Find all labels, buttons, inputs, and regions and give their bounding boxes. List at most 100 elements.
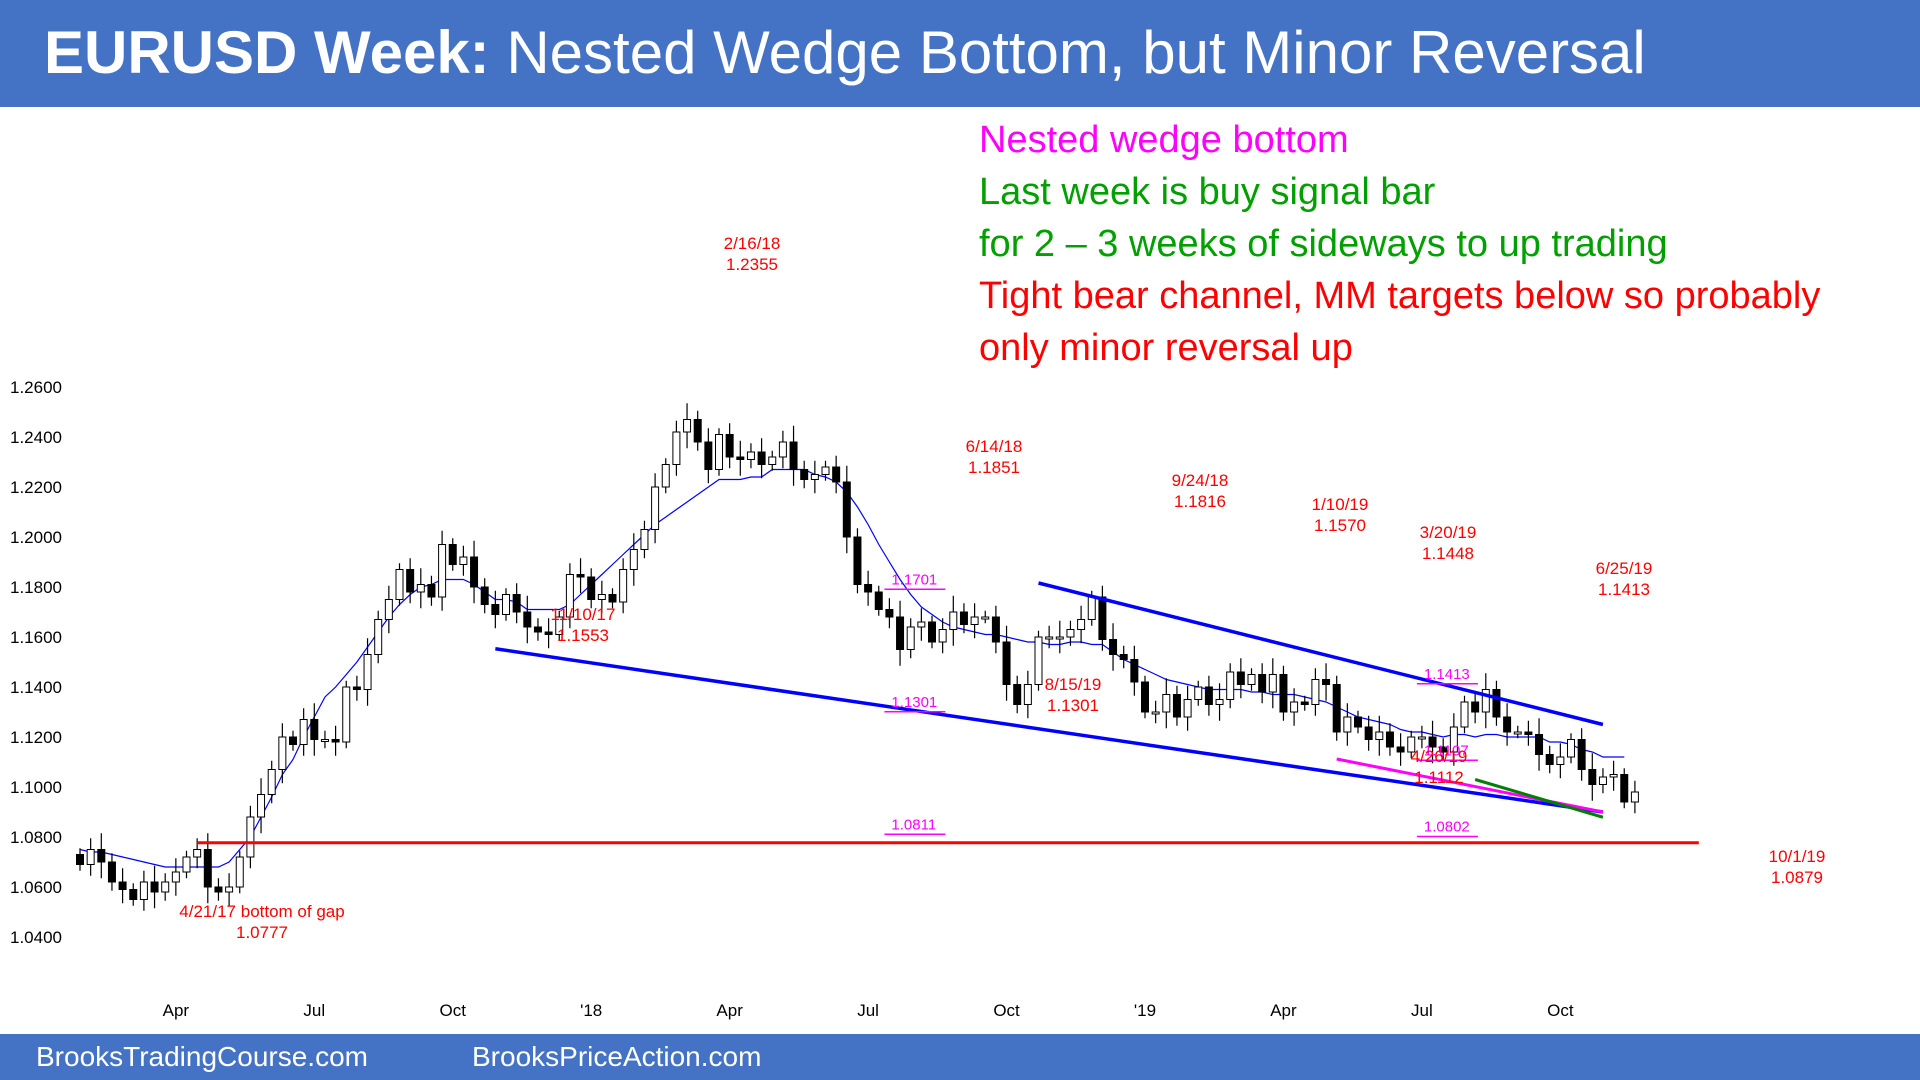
candle-body	[1417, 736, 1426, 740]
candle-body	[86, 849, 95, 865]
candle-body	[1098, 596, 1107, 640]
candle-body	[864, 584, 873, 593]
candle-body	[1311, 679, 1320, 705]
candle-body	[182, 856, 191, 873]
candle-body	[76, 854, 84, 865]
candle-body	[1268, 674, 1277, 693]
candle-body	[310, 719, 319, 740]
candle-body	[427, 584, 436, 598]
candle-body	[555, 616, 564, 635]
candle-body	[1162, 694, 1171, 713]
candle-body	[736, 456, 745, 460]
candle-body	[1492, 689, 1501, 718]
candle-body	[1343, 716, 1352, 733]
candle-body	[597, 594, 606, 600]
candle-body	[480, 586, 489, 605]
candle-body	[800, 469, 809, 480]
annotation-line: 1.1570	[1314, 516, 1366, 535]
annotation-line: 1.0879	[1771, 868, 1823, 887]
candle-body	[1449, 726, 1458, 753]
candle-body	[1172, 694, 1181, 718]
candle-body	[161, 881, 170, 893]
candle-body	[139, 881, 148, 900]
candle-body	[1620, 774, 1629, 803]
annotation-line: 8/15/19	[1045, 675, 1102, 694]
level-mark-label: 1.0811	[891, 816, 936, 833]
moving-average-layer	[79, 468, 1625, 868]
annotation-line: 1.0777	[236, 923, 288, 942]
candle-body	[1109, 639, 1118, 655]
x-tick-label: '18	[580, 1001, 602, 1020]
x-tick-label: Oct	[1547, 1001, 1574, 1020]
x-tick-label: Apr	[716, 1001, 743, 1020]
candle-body	[533, 626, 542, 633]
candle-body	[768, 456, 777, 465]
candle-body	[1545, 754, 1554, 765]
candle-body	[1204, 686, 1213, 705]
candle-body	[725, 434, 734, 458]
annotation-line: 1.1851	[968, 458, 1020, 477]
y-tick-label: 1.1200	[10, 728, 62, 747]
level-mark-label: 1.1301	[891, 694, 937, 711]
candle-body	[970, 616, 979, 625]
candle-body	[746, 451, 755, 460]
candle-body	[171, 871, 180, 883]
candle-body	[640, 529, 649, 550]
candle-body	[1226, 671, 1235, 700]
candle-body	[1119, 654, 1128, 660]
footer-bar: BrooksTradingCourse.com BrooksPriceActio…	[0, 1034, 1920, 1080]
eurusd-weekly-chart: 1.1701 1.1301 1.0811 1.1413 1.1107 1.0802 1.0…	[10, 234, 1825, 1020]
footer-link-brookspriceaction[interactable]: BrooksPriceAction.com	[472, 1041, 762, 1072]
level-mark-label: 1.0802	[1424, 819, 1470, 836]
candle-body	[576, 574, 585, 578]
candle-body	[1141, 681, 1149, 713]
candle-body	[1354, 716, 1362, 728]
candle-body	[1588, 769, 1597, 785]
candle-body	[704, 441, 713, 470]
candle-body	[1332, 684, 1341, 733]
candle-body	[1513, 731, 1522, 735]
candle-body	[1396, 746, 1405, 753]
candle-body	[896, 616, 905, 650]
annotation-line: 6/14/18	[966, 437, 1023, 456]
trendline-wedge-bottom	[495, 647, 1604, 814]
candle-body	[1407, 736, 1416, 753]
candle-body	[565, 574, 574, 618]
annotation-line: 2/16/18	[724, 234, 781, 253]
note-line-5: only minor reversal up	[979, 327, 1353, 369]
candle-body	[629, 549, 638, 570]
level-marks: 1.1701 1.1301 1.0811 1.1413 1.1107 1.0802	[884, 571, 1478, 838]
candle-body	[1460, 701, 1469, 728]
title-bar: EURUSD Week: Nested Wedge Bottom, but Mi…	[0, 0, 1920, 107]
note-line-4: Tight bear channel, MM targets below so …	[979, 275, 1821, 317]
candle-body	[491, 604, 500, 615]
candle-body	[906, 626, 915, 650]
candle-body	[885, 609, 894, 618]
candle-body	[1045, 636, 1054, 640]
annotation-line: 1.1553	[557, 626, 609, 645]
candle-body	[1609, 774, 1618, 778]
x-tick-label: '19	[1134, 1001, 1156, 1020]
candle-body	[757, 451, 766, 465]
candle-body	[1194, 686, 1203, 700]
candle-body	[917, 621, 926, 628]
candle-body	[502, 594, 510, 615]
candle-body	[267, 769, 276, 795]
candle-body	[544, 631, 553, 635]
candle-body	[235, 856, 244, 888]
candle-body	[1013, 684, 1022, 705]
candle-body	[1258, 674, 1267, 693]
footer-link-brookstradingcourse[interactable]: BrooksTradingCourse.com	[36, 1041, 368, 1072]
candle-body	[810, 474, 819, 480]
y-tick-label: 1.2000	[10, 528, 62, 547]
y-axis-ticks: 1.0400 1.0600 1.0800 1.1000 1.1200 1.1400 1.16…	[10, 378, 62, 947]
candle-body	[470, 556, 479, 588]
title-rest: Nested Wedge Bottom, but Minor Reversal	[489, 19, 1646, 86]
y-tick-label: 1.2200	[10, 478, 62, 497]
note-line-2: Last week is buy signal bar	[979, 171, 1436, 213]
candle-body	[203, 849, 212, 888]
candle-body	[523, 611, 532, 628]
y-tick-label: 1.1800	[10, 578, 62, 597]
candle-body	[459, 556, 468, 565]
x-tick-label: Apr	[163, 1001, 190, 1020]
